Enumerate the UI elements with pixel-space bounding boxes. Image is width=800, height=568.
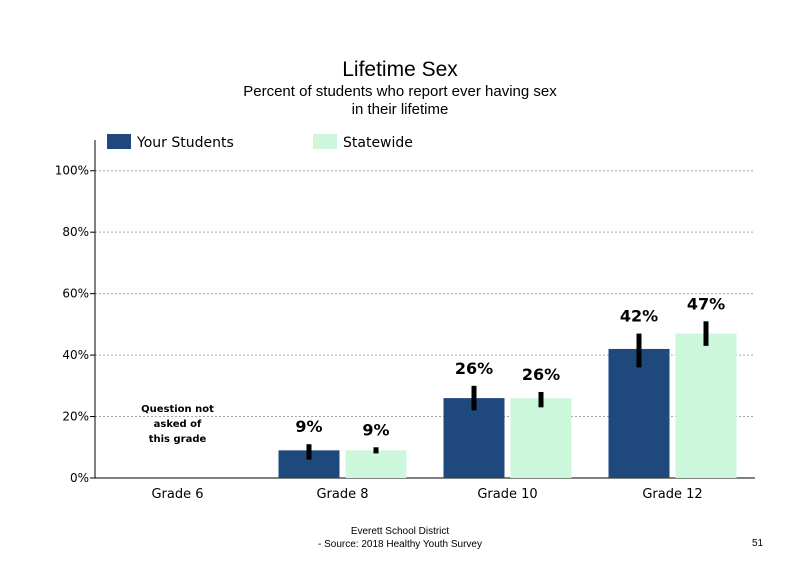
- bar: [443, 398, 505, 478]
- data-label: 26%: [522, 365, 560, 384]
- annotation-text: this grade: [149, 434, 207, 445]
- data-label: 42%: [620, 307, 658, 326]
- annotation-text: asked of: [154, 419, 202, 430]
- y-tick-label: 40%: [62, 348, 89, 362]
- chart-subtitle: Percent of students who report ever havi…: [200, 83, 600, 119]
- y-tick-label: 100%: [55, 164, 89, 178]
- bar: [510, 398, 572, 478]
- data-label: 47%: [687, 294, 725, 313]
- bar: [675, 333, 737, 478]
- y-tick-label: 20%: [62, 410, 89, 424]
- x-tick-label: Grade 6: [151, 487, 203, 502]
- footer: Everett School District - Source: 2018 H…: [250, 525, 550, 551]
- x-tick-label: Grade 10: [477, 487, 537, 502]
- y-tick-label: 80%: [62, 225, 89, 239]
- data-label: 26%: [455, 359, 493, 378]
- x-tick-label: Grade 12: [642, 487, 702, 502]
- annotation-text: Question not: [141, 404, 214, 415]
- y-tick-label: 60%: [62, 287, 89, 301]
- chart-title: Lifetime Sex: [342, 58, 458, 81]
- y-tick-label: 0%: [70, 471, 89, 485]
- subtitle-line-1: Percent of students who report ever havi…: [243, 83, 557, 100]
- legend-swatch: [313, 134, 337, 149]
- legend-label: Your Students: [136, 135, 234, 151]
- data-label: 9%: [362, 420, 389, 439]
- footer-district: Everett School District: [350, 526, 450, 537]
- legend-swatch: [107, 134, 131, 149]
- subtitle-line-2: in their lifetime: [351, 101, 449, 118]
- footer-source: - Source: 2018 Healthy Youth Survey: [318, 539, 482, 550]
- x-tick-label: Grade 8: [316, 487, 368, 502]
- legend-label: Statewide: [343, 135, 413, 151]
- data-label: 9%: [295, 417, 322, 436]
- bar: [608, 348, 670, 478]
- page-number: 51: [752, 538, 764, 549]
- bar: [345, 450, 407, 478]
